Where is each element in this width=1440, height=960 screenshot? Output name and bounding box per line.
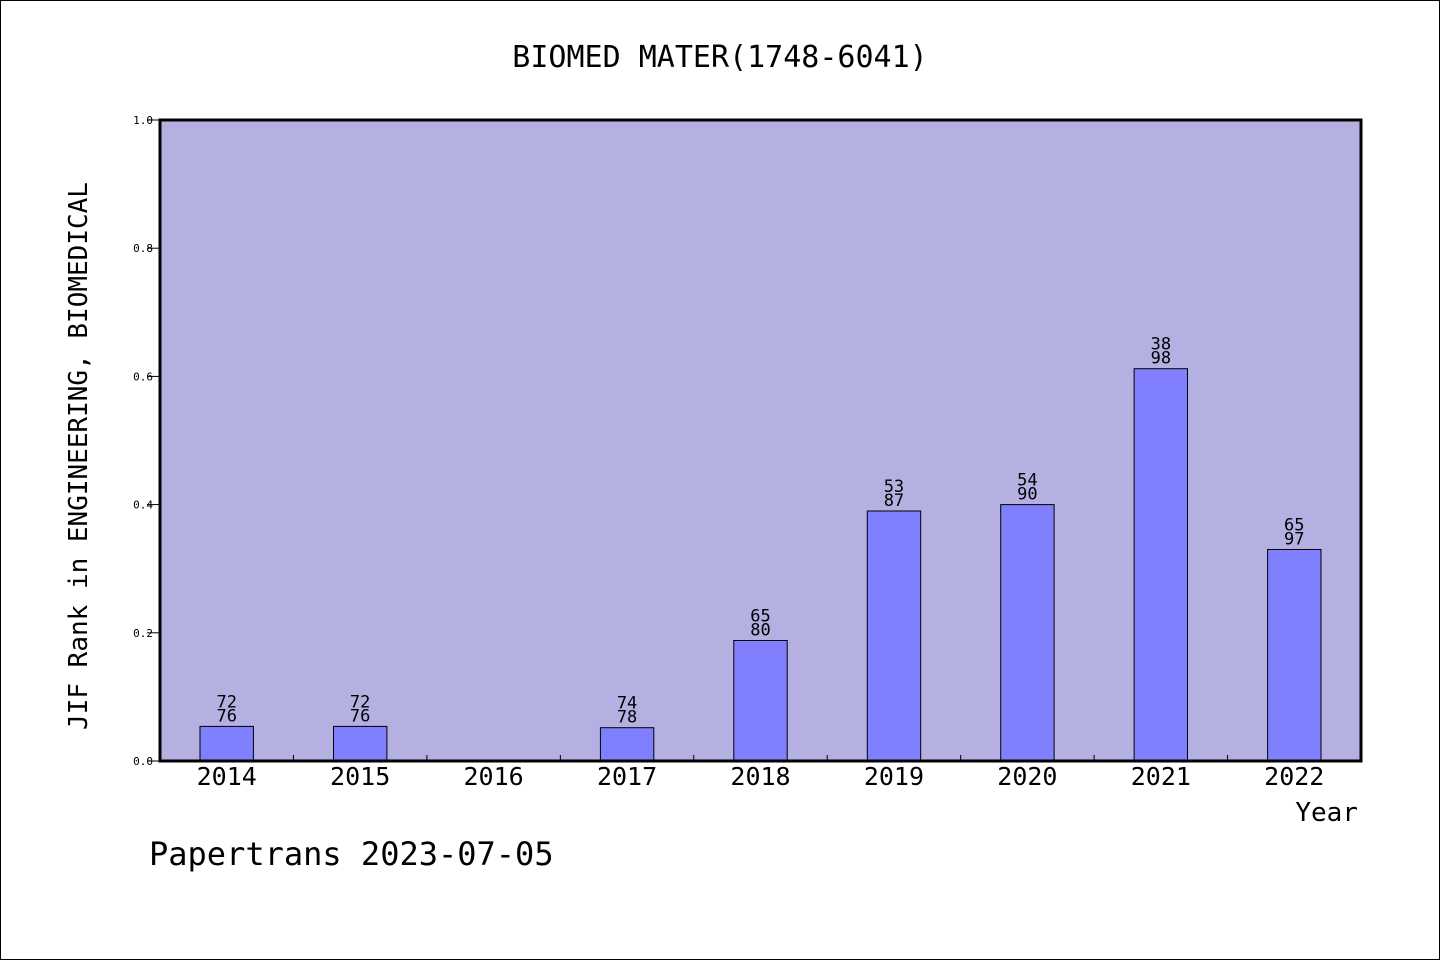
bar-label-total-2020: 90: [1017, 485, 1037, 505]
bar-label-total-2015: 76: [350, 706, 370, 726]
bar-label-total-2019: 87: [884, 491, 904, 511]
x-tick-label-2021: 2021: [1131, 762, 1191, 791]
bar-2018: [733, 640, 788, 762]
bar-2020: [1000, 504, 1055, 762]
x-tick-label-2018: 2018: [730, 762, 790, 791]
bar-2015: [333, 725, 388, 762]
bar-2021: [1133, 368, 1188, 762]
y-axis-label: JIF Rank in ENGINEERING, BIOMEDICAL: [64, 182, 94, 730]
bar-label-rank-2019: 53: [884, 477, 904, 497]
bar-label-rank-2020: 54: [1017, 471, 1037, 491]
bar-label-total-2017: 78: [617, 708, 637, 728]
x-tick-label-2019: 2019: [864, 762, 924, 791]
bar-label-total-2018: 80: [750, 621, 770, 641]
bar-label-rank-2021: 38: [1151, 335, 1171, 355]
plot-frame: [158, 118, 1363, 763]
x-tick-label-2017: 2017: [597, 762, 657, 791]
chart-title: BIOMED MATER(1748-6041): [512, 40, 927, 75]
bar-2019: [866, 510, 922, 762]
bar-label-rank-2014: 72: [216, 692, 236, 712]
bars-group: [199, 368, 1322, 762]
x-tick-label-2014: 2014: [197, 762, 257, 791]
y-tick-label-0.8: 0.8: [133, 242, 153, 255]
x-tick-label-2015: 2015: [330, 762, 390, 791]
bar-2022: [1267, 549, 1322, 762]
bar-2014: [199, 725, 254, 762]
x-axis-label: Year: [1295, 798, 1358, 828]
x-tick-label-2020: 2020: [997, 762, 1057, 791]
bar-label-rank-2018: 65: [750, 607, 770, 627]
y-tick-label-0.6: 0.6: [133, 370, 153, 383]
y-tick-label-0.0: 0.0: [133, 755, 153, 768]
x-tick-label-2016: 2016: [464, 762, 524, 791]
bar-label-rank-2017: 74: [617, 694, 637, 714]
y-tick-label-0.4: 0.4: [133, 499, 153, 512]
bar-label-total-2014: 76: [216, 706, 236, 726]
bar-2017: [599, 727, 655, 762]
y-tick-label-1.0: 1.0: [133, 114, 153, 127]
bar-label-rank-2015: 72: [350, 692, 370, 712]
x-tick-label-2022: 2022: [1264, 762, 1324, 791]
bar-label-rank-2022: 65: [1284, 516, 1304, 536]
y-tick-label-0.2: 0.2: [133, 627, 153, 640]
y-axis: 0.0 0.2 0.4 0.6 0.8 1.0: [133, 114, 160, 768]
x-axis: 2014 2015 2016 2017 2018 2019 2020 2021 2022: [197, 755, 1324, 791]
footer-text: Papertrans 2023-07-05: [149, 835, 554, 873]
bar-label-total-2021: 98: [1151, 349, 1171, 369]
bar-label-total-2022: 97: [1284, 530, 1304, 550]
